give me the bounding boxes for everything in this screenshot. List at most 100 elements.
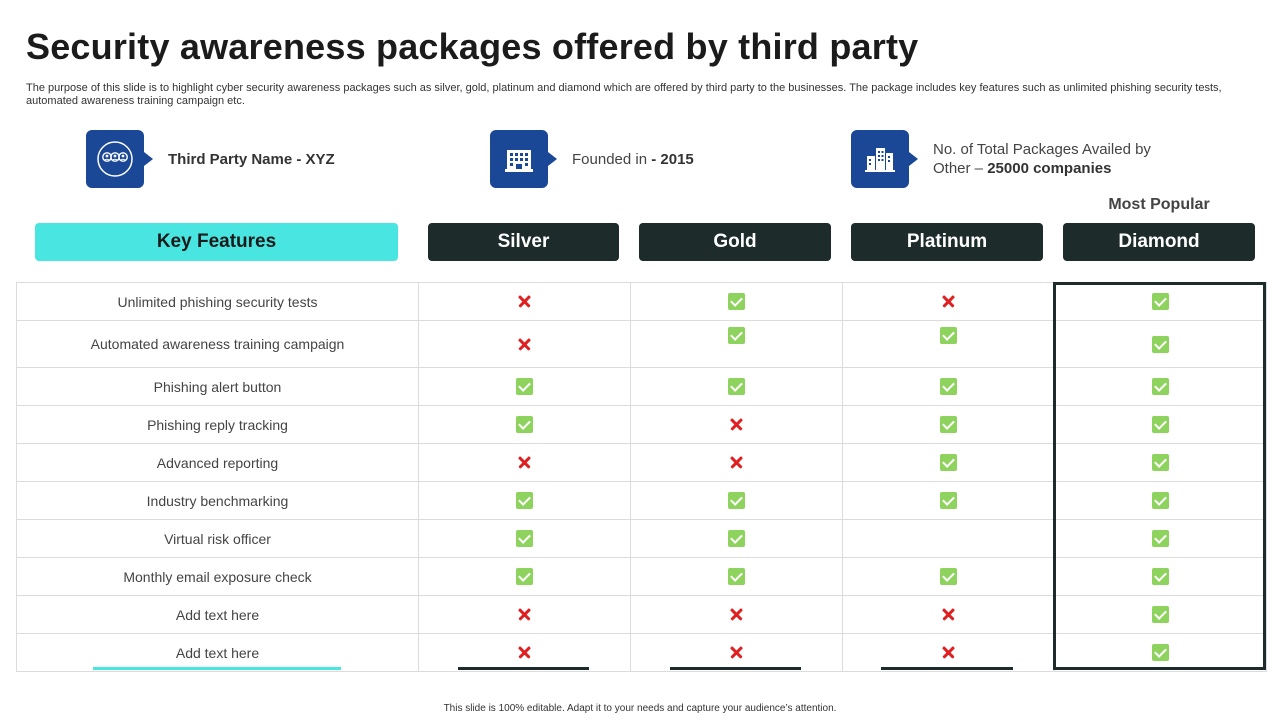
gold-cell bbox=[630, 481, 843, 520]
gold-cell bbox=[630, 519, 843, 558]
third-party-text: Third Party Name - XYZ bbox=[168, 150, 335, 169]
platinum-cell bbox=[842, 633, 1055, 672]
founded-label: Founded in bbox=[572, 150, 652, 168]
feature-name: Phishing alert button bbox=[16, 367, 419, 406]
packages-text: No. of Total Packages Availed by Other –… bbox=[933, 140, 1151, 178]
platinum-cell bbox=[842, 320, 1055, 368]
diamond-cell bbox=[1054, 443, 1267, 482]
check-icon bbox=[728, 530, 745, 548]
platinum-cell bbox=[842, 443, 1055, 482]
page-title: Security awareness packages offered by t… bbox=[26, 26, 919, 67]
check-icon bbox=[1152, 293, 1169, 311]
header-key-features: Key Features bbox=[35, 223, 398, 261]
check-icon bbox=[516, 378, 533, 396]
feature-name: Automated awareness training campaign bbox=[16, 320, 419, 368]
check-icon bbox=[516, 416, 533, 434]
cross-icon bbox=[940, 606, 957, 623]
check-icon bbox=[1152, 530, 1169, 548]
check-icon bbox=[940, 326, 957, 344]
footer-note: This slide is 100% editable. Adapt it to… bbox=[443, 703, 837, 714]
silver-cell bbox=[418, 282, 631, 321]
platinum-cell bbox=[842, 595, 1055, 634]
cross-icon bbox=[516, 293, 533, 310]
check-icon bbox=[728, 492, 745, 510]
gold-cell bbox=[630, 443, 843, 482]
check-icon bbox=[516, 530, 533, 548]
header-silver: Silver bbox=[428, 223, 619, 261]
diamond-cell bbox=[1054, 557, 1267, 596]
cross-icon bbox=[940, 644, 957, 661]
cross-icon bbox=[516, 606, 533, 623]
cross-icon bbox=[728, 606, 745, 623]
check-icon bbox=[1152, 606, 1169, 624]
city-buildings-icon bbox=[851, 130, 918, 188]
silver-cell bbox=[418, 481, 631, 520]
diamond-cell bbox=[1054, 519, 1267, 558]
check-icon bbox=[1152, 644, 1169, 662]
silver-cell bbox=[418, 367, 631, 406]
check-icon bbox=[940, 492, 957, 510]
check-icon bbox=[1152, 568, 1169, 586]
check-icon bbox=[516, 568, 533, 586]
gold-cell bbox=[630, 282, 843, 321]
founded-info: Founded in - 2015 bbox=[490, 130, 694, 188]
platinum-cell bbox=[842, 481, 1055, 520]
people-group-icon bbox=[86, 130, 153, 188]
cross-icon bbox=[516, 336, 533, 353]
table-row: Industry benchmarking bbox=[16, 481, 1267, 520]
founded-text: Founded in - 2015 bbox=[572, 150, 694, 169]
check-icon bbox=[940, 568, 957, 586]
diamond-cell bbox=[1054, 405, 1267, 444]
packages-label: No. of Total Packages Availed by bbox=[933, 141, 1151, 158]
header-gold: Gold bbox=[639, 223, 831, 261]
gold-cell bbox=[630, 633, 843, 672]
key-features-underline bbox=[93, 667, 341, 670]
feature-name: Monthly email exposure check bbox=[16, 557, 419, 596]
cross-icon bbox=[516, 454, 533, 471]
packages-info: No. of Total Packages Availed by Other –… bbox=[851, 130, 1151, 188]
silver-cell bbox=[418, 320, 631, 368]
diamond-cell bbox=[1054, 282, 1267, 321]
check-icon bbox=[728, 378, 745, 396]
diamond-cell bbox=[1054, 481, 1267, 520]
check-icon bbox=[1152, 378, 1169, 396]
cross-icon bbox=[728, 644, 745, 661]
check-icon bbox=[728, 326, 745, 344]
check-icon bbox=[940, 378, 957, 396]
diamond-cell bbox=[1054, 633, 1267, 672]
table-row: Add text here bbox=[16, 595, 1267, 634]
gold-cell bbox=[630, 367, 843, 406]
platinum-cell bbox=[842, 519, 1055, 558]
table-row: Advanced reporting bbox=[16, 443, 1267, 482]
silver-underline bbox=[458, 667, 589, 670]
platinum-underline bbox=[881, 667, 1013, 670]
platinum-cell bbox=[842, 282, 1055, 321]
feature-name: Phishing reply tracking bbox=[16, 405, 419, 444]
table-row: Phishing reply tracking bbox=[16, 405, 1267, 444]
platinum-cell bbox=[842, 367, 1055, 406]
feature-name: Add text here bbox=[16, 595, 419, 634]
page-subtitle: The purpose of this slide is to highligh… bbox=[26, 82, 1222, 107]
table-row: Monthly email exposure check bbox=[16, 557, 1267, 596]
office-building-icon bbox=[490, 130, 557, 188]
feature-name: Advanced reporting bbox=[16, 443, 419, 482]
check-icon bbox=[940, 454, 957, 472]
table-row: Virtual risk officer bbox=[16, 519, 1267, 558]
table-row: Phishing alert button bbox=[16, 367, 1267, 406]
gold-cell bbox=[630, 320, 843, 368]
packages-value: 25000 companies bbox=[987, 160, 1112, 177]
gold-cell bbox=[630, 557, 843, 596]
header-diamond: Diamond bbox=[1063, 223, 1255, 261]
silver-cell bbox=[418, 595, 631, 634]
third-party-info: Third Party Name - XYZ bbox=[86, 130, 335, 188]
platinum-cell bbox=[842, 557, 1055, 596]
platinum-cell bbox=[842, 405, 1055, 444]
table-row: Unlimited phishing security tests bbox=[16, 282, 1267, 321]
most-popular-label: Most Popular bbox=[1108, 196, 1210, 213]
gold-cell bbox=[630, 405, 843, 444]
third-party-label: Third Party Name - bbox=[168, 150, 306, 168]
check-icon bbox=[1152, 416, 1169, 434]
diamond-cell bbox=[1054, 367, 1267, 406]
silver-cell bbox=[418, 443, 631, 482]
founded-value: - 2015 bbox=[651, 150, 694, 168]
